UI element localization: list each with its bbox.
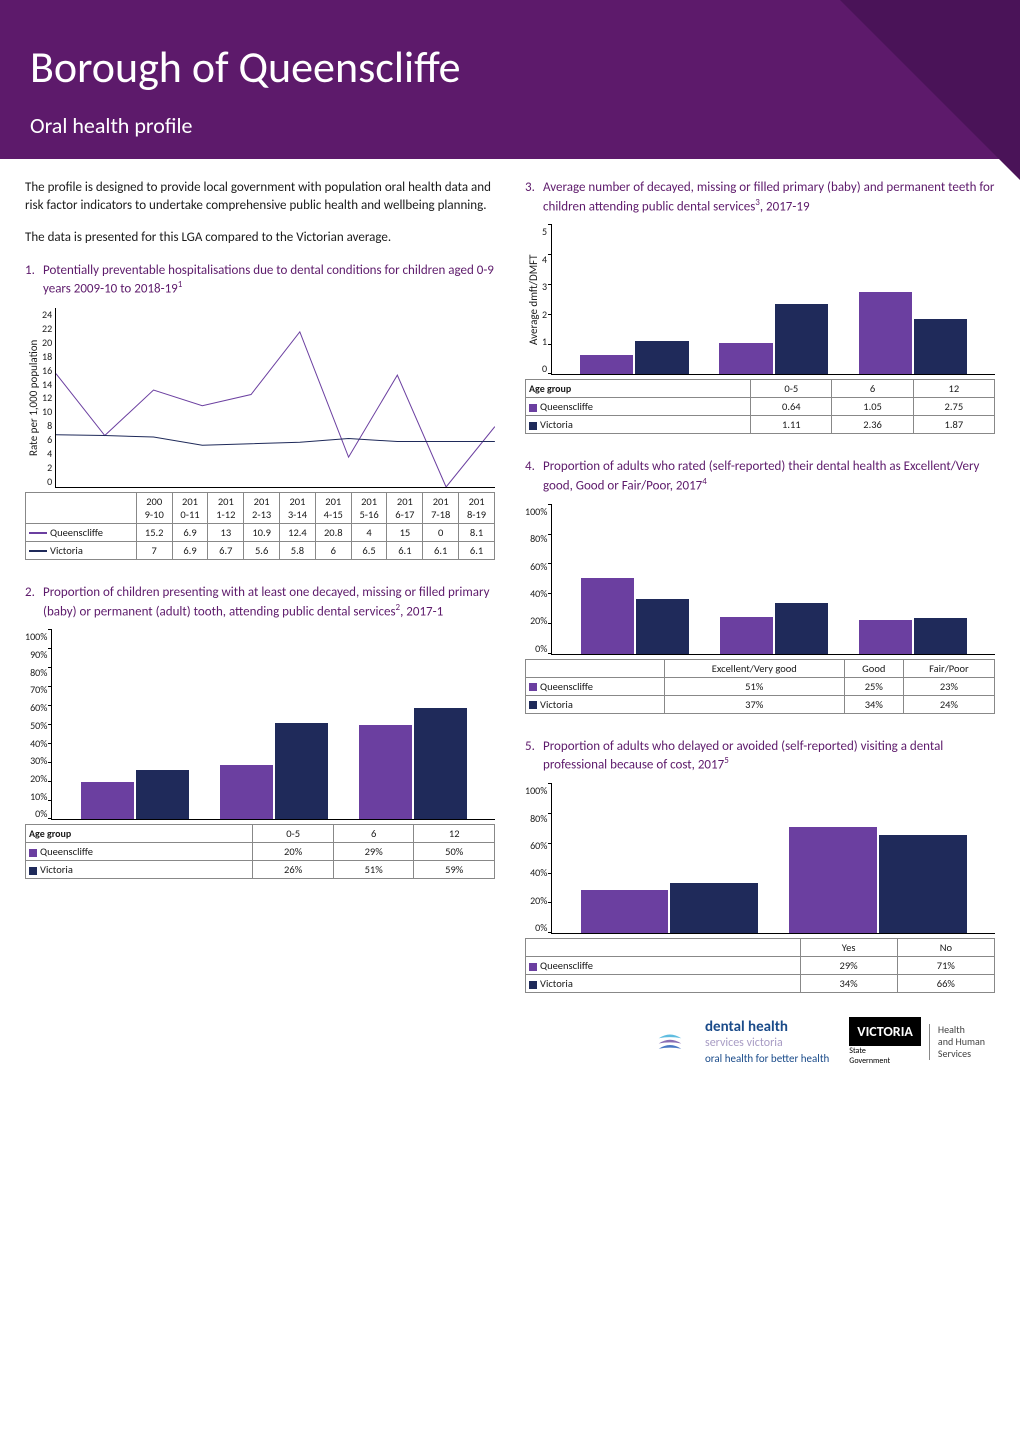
- right-column: 3. Average number of decayed, missing or…: [525, 179, 995, 1066]
- bar-queenscliffe: [581, 578, 634, 654]
- bar-group: [580, 225, 688, 374]
- department-name: Health and Human Services: [929, 1024, 985, 1060]
- bar-queenscliffe: [859, 292, 912, 374]
- chart-3-bar: Average dmft/DMFT 012345 Age group0-5612…: [525, 225, 995, 434]
- chart-4-bar: 0%20%40%60%80%100% Excellent/Very goodGo…: [525, 505, 995, 714]
- bar-victoria: [914, 618, 967, 654]
- bar-data-table: Age group0-5612 Queenscliffe0.641.052.75…: [525, 379, 995, 434]
- dhsv-text: dental health services victoria oral hea…: [705, 1018, 829, 1065]
- bar-queenscliffe: [359, 725, 412, 820]
- section-3: 3. Average number of decayed, missing or…: [525, 179, 995, 434]
- page-header: Borough of Queenscliffe Oral health prof…: [0, 0, 1020, 159]
- bar-victoria: [914, 319, 967, 375]
- section-3-title: 3. Average number of decayed, missing or…: [525, 179, 995, 215]
- bar-group: [581, 784, 759, 933]
- bar-victoria: [775, 603, 828, 654]
- bar-victoria: [635, 341, 688, 374]
- chart-1-yticks: 024681012141618202224: [42, 308, 55, 488]
- left-column: The profile is designed to provide local…: [25, 179, 495, 1066]
- bar-group: [789, 784, 967, 933]
- bar-queenscliffe: [719, 343, 772, 374]
- bar-group: [220, 630, 328, 819]
- content-area: The profile is designed to provide local…: [0, 159, 1020, 1086]
- bar-queenscliffe: [81, 782, 134, 820]
- bar-group: [81, 630, 189, 819]
- bar-victoria: [414, 708, 467, 820]
- page-subtitle: Oral health profile: [30, 112, 990, 139]
- bar-victoria: [879, 835, 967, 933]
- section-1: 1. Potentially preventable hospitalisati…: [25, 262, 495, 560]
- chart-1-plot: [55, 308, 495, 488]
- page-title: Borough of Queenscliffe: [30, 40, 990, 94]
- intro-paragraph-1: The profile is designed to provide local…: [25, 179, 495, 215]
- bar-data-table: Age group0-5612 Queenscliffe20%29%50% Vi…: [25, 824, 495, 879]
- bar-victoria: [670, 883, 758, 934]
- bar-queenscliffe: [789, 827, 877, 933]
- footer-logos: dental health services victoria oral hea…: [525, 1017, 995, 1066]
- bar-group: [581, 505, 689, 654]
- bar-queenscliffe: [580, 355, 633, 374]
- intro-paragraph-2: The data is presented for this LGA compa…: [25, 229, 495, 247]
- section-2-title: 2. Proportion of children presenting wit…: [25, 584, 495, 620]
- bar-victoria: [775, 304, 828, 374]
- section-4: 4. Proportion of adults who rated (self-…: [525, 458, 995, 713]
- chart-1-data-table: 2009-102010-112011-122012-132013-142014-…: [25, 492, 495, 560]
- bar-queenscliffe: [720, 617, 773, 654]
- chart-1-line: Rate per 1,000 population 02468101214161…: [25, 308, 495, 560]
- section-1-title: 1. Potentially preventable hospitalisati…: [25, 262, 495, 298]
- section-5: 5. Proportion of adults who delayed or a…: [525, 738, 995, 993]
- bar-group: [859, 505, 967, 654]
- section-2: 2. Proportion of children presenting wit…: [25, 584, 495, 879]
- bar-victoria: [636, 599, 689, 654]
- bar-group: [859, 225, 967, 374]
- bar-victoria: [275, 723, 328, 819]
- section-4-title: 4. Proportion of adults who rated (self-…: [525, 458, 995, 494]
- bar-group: [359, 630, 467, 819]
- bar-queenscliffe: [220, 765, 273, 820]
- dhsv-logo-icon: [655, 1027, 685, 1057]
- bar-data-table: Excellent/Very goodGoodFair/Poor Queensc…: [525, 659, 995, 714]
- bar-victoria: [136, 770, 189, 819]
- bar-queenscliffe: [859, 620, 912, 654]
- section-5-title: 5. Proportion of adults who delayed or a…: [525, 738, 995, 774]
- bar-queenscliffe: [581, 890, 669, 933]
- bar-data-table: YesNo Queenscliffe29%71% Victoria34%66%: [525, 938, 995, 993]
- chart-2-bar: 0%10%20%30%40%50%60%70%80%90%100% Age gr…: [25, 630, 495, 879]
- victoria-gov-logo: VICTORIA StateGovernment Health and Huma…: [849, 1017, 985, 1066]
- bar-group: [719, 225, 827, 374]
- bar-group: [720, 505, 828, 654]
- chart-1-ylabel: Rate per 1,000 population: [25, 308, 42, 488]
- chart-5-bar: 0%20%40%60%80%100% YesNo Queenscliffe29%…: [525, 784, 995, 993]
